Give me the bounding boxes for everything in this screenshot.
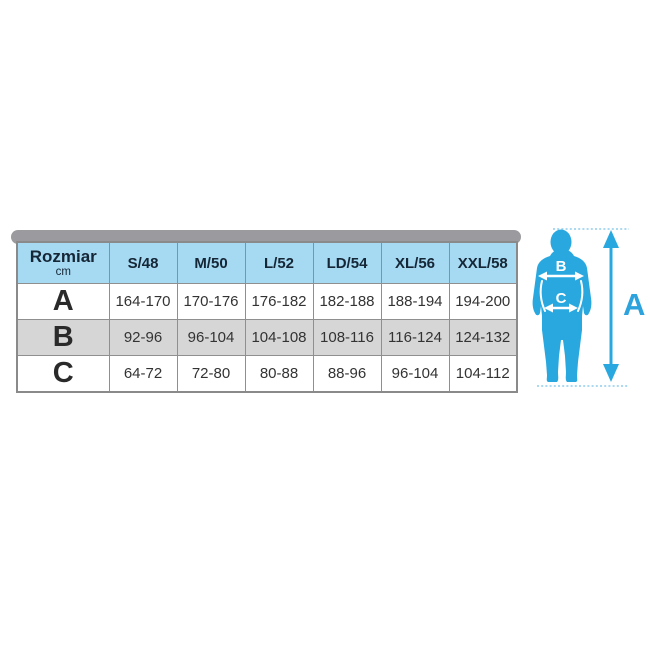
cell-a-ld54: 182-188 — [312, 283, 382, 320]
cell-c-xxl58: 104-112 — [448, 355, 518, 393]
cell-a-l52: 176-182 — [244, 283, 314, 320]
row-label-c: C — [16, 355, 110, 393]
cell-c-ld54: 88-96 — [312, 355, 382, 393]
size-table: Rozmiar cm S/48 M/50 L/52 LD/54 XL/56 XX… — [16, 241, 518, 393]
column-header-xxl58: XXL/58 — [448, 241, 518, 284]
table-top-rail — [11, 230, 521, 244]
cell-a-xxl58: 194-200 — [448, 283, 518, 320]
cell-b-s48: 92-96 — [108, 319, 178, 356]
cell-c-xl56: 96-104 — [380, 355, 450, 393]
cell-c-m50: 72-80 — [176, 355, 246, 393]
height-arrow-icon — [603, 230, 619, 382]
column-header-m50: M/50 — [176, 241, 246, 284]
row-label-a: A — [16, 283, 110, 320]
row-label-b: B — [16, 319, 110, 356]
height-label: A — [623, 287, 645, 322]
size-header-cell: Rozmiar cm — [16, 241, 110, 284]
cell-b-xl56: 116-124 — [380, 319, 450, 356]
cell-b-ld54: 108-116 — [312, 319, 382, 356]
cell-a-xl56: 188-194 — [380, 283, 450, 320]
waist-width-arrow-icon — [544, 303, 578, 313]
chest-width-arrow-icon — [538, 271, 584, 281]
cell-b-l52: 104-108 — [244, 319, 314, 356]
chest-label: B — [556, 258, 567, 275]
person-silhouette-icon — [532, 229, 592, 382]
column-header-ld54: LD/54 — [312, 241, 382, 284]
table-row-b: B 92-96 96-104 104-108 108-116 116-124 1… — [16, 319, 518, 356]
cell-b-m50: 96-104 — [176, 319, 246, 356]
cell-c-l52: 80-88 — [244, 355, 314, 393]
arm-separation-lines — [539, 280, 584, 312]
table-header-row: Rozmiar cm S/48 M/50 L/52 LD/54 XL/56 XX… — [16, 241, 518, 284]
table-row-c: C 64-72 72-80 80-88 88-96 96-104 104-112 — [16, 355, 518, 393]
table-row-a: A 164-170 170-176 176-182 182-188 188-19… — [16, 283, 518, 320]
cell-a-s48: 164-170 — [108, 283, 178, 320]
cell-c-s48: 64-72 — [108, 355, 178, 393]
cell-a-m50: 170-176 — [176, 283, 246, 320]
unit-label: cm — [55, 266, 71, 279]
measurement-figure: B C A — [525, 220, 650, 395]
column-header-s48: S/48 — [108, 241, 178, 284]
column-header-xl56: XL/56 — [380, 241, 450, 284]
column-header-l52: L/52 — [244, 241, 314, 284]
size-header-label: Rozmiar — [29, 246, 97, 266]
waist-label: C — [556, 290, 567, 307]
cell-b-xxl58: 124-132 — [448, 319, 518, 356]
